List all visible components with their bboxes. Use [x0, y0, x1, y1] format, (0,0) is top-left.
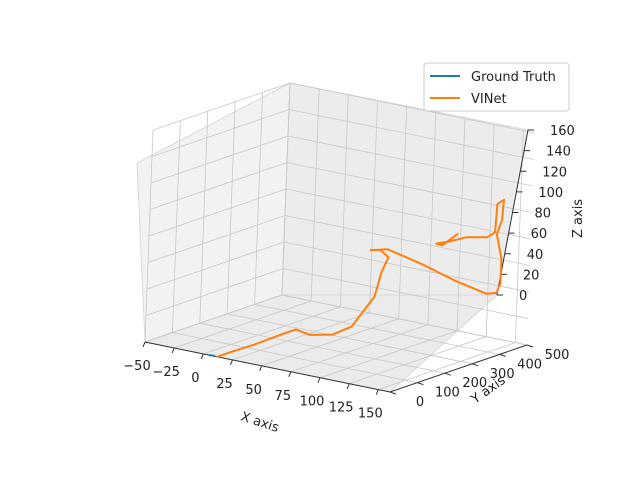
series-line-vinet [216, 198, 505, 358]
x-tick-mark [375, 389, 379, 395]
y-tick-label: 0 [416, 395, 424, 410]
y-tick-label: 100 [435, 386, 460, 401]
legend-label-ground-truth: Ground Truth [471, 70, 556, 85]
z-tick-label: 20 [523, 268, 540, 283]
x-tick-mark [259, 365, 263, 371]
y-tick-mark [389, 391, 397, 395]
legend[interactable]: Ground Truth VINet [423, 62, 570, 112]
z-axis-line [496, 129, 529, 296]
x-axis-line [144, 341, 391, 393]
z-tick-label: 140 [546, 145, 571, 160]
y-tick-label: 300 [490, 367, 515, 382]
y-tick-mark [499, 353, 506, 357]
x-tick-mark [317, 377, 321, 383]
pane-back [281, 82, 529, 296]
x-tick-mark [171, 347, 175, 354]
series-layer [208, 198, 505, 358]
axis-ticks: −50 −25 0 25 50 75 100 125 150010020030040050002… [123, 124, 575, 422]
x-tick-mark [230, 359, 233, 366]
gridlines [144, 82, 536, 393]
gridline-z [149, 162, 533, 213]
gridline-z [152, 82, 536, 134]
y-tick-mark [417, 382, 424, 386]
x-tick-label: 100 [300, 395, 325, 410]
x-tick-mark [346, 383, 350, 389]
x-tick-label: −25 [152, 365, 179, 380]
gridline-z [147, 215, 531, 266]
x-tick-mark [200, 353, 204, 360]
series-line-ground-truth [208, 354, 216, 357]
y-tick-mark [526, 344, 534, 348]
gridline-z [151, 109, 535, 160]
legend-box [423, 62, 570, 112]
x-tick-label: 75 [275, 389, 292, 404]
axes-3d [136, 82, 536, 393]
z-tick-label: 80 [535, 207, 552, 222]
y-tick-label: 200 [462, 376, 487, 391]
legend-label-vinet: VINet [471, 92, 507, 107]
gridline-z [146, 241, 530, 293]
x-tick-label: 0 [191, 371, 199, 386]
gridline-z [148, 188, 532, 240]
x-tick-label: −50 [123, 359, 150, 374]
x-tick-label: 50 [245, 383, 262, 398]
z-axis-label: Z axis [571, 199, 586, 238]
x-tick-mark [142, 341, 146, 348]
y-tick-mark [472, 363, 479, 367]
gridline-z [144, 294, 528, 346]
z-tick-label: 160 [550, 124, 575, 139]
z-tick-label: 100 [538, 186, 563, 201]
y-tick-mark [444, 372, 451, 376]
x-tick-label: 125 [329, 401, 354, 416]
y-tick-label: 400 [517, 357, 542, 372]
y-tick-label: 500 [545, 348, 570, 363]
x-tick-label: 25 [216, 377, 233, 392]
y-axis-line [389, 344, 528, 393]
z-tick-label: 40 [527, 248, 544, 263]
gridline-z [150, 135, 534, 187]
x-axis-label: X axis [239, 410, 281, 436]
x-tick-mark [288, 371, 292, 377]
gridline-z [145, 268, 529, 319]
x-tick-label: 150 [358, 407, 383, 422]
z-tick-label: 60 [531, 227, 548, 242]
z-tick-label: 120 [542, 165, 567, 180]
z-tick-label: 0 [519, 289, 527, 304]
